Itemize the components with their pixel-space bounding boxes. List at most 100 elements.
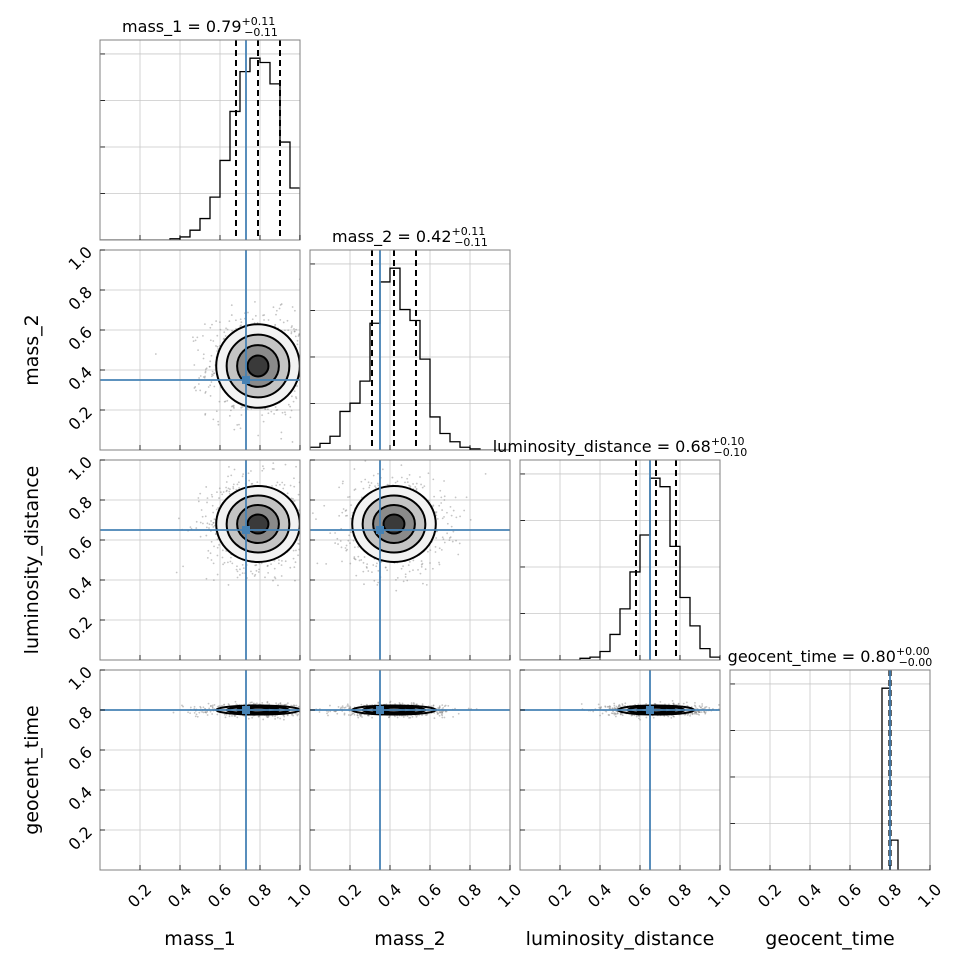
sample-point <box>264 576 266 579</box>
sample-point <box>273 468 275 470</box>
contour-line <box>246 354 270 378</box>
density-panel-mass_1-luminosity_distance <box>100 460 322 660</box>
sample-point <box>402 565 404 568</box>
sample-point <box>287 329 290 332</box>
sample-point <box>421 703 424 706</box>
sample-point <box>294 561 297 564</box>
panel-frame <box>309 249 511 451</box>
sample-point <box>441 704 444 706</box>
sample-point <box>302 388 304 390</box>
sample-point <box>346 703 349 706</box>
sample-point <box>306 492 308 494</box>
sample-point <box>239 427 242 430</box>
sample-point <box>215 345 217 347</box>
sample-point <box>354 558 356 560</box>
sample-point <box>417 569 419 571</box>
sample-point <box>672 703 675 706</box>
sample-point <box>691 712 694 715</box>
sample-point <box>254 300 256 303</box>
sample-point <box>304 709 306 711</box>
sample-point <box>435 710 438 713</box>
sample-point <box>203 323 206 326</box>
sample-point <box>371 716 374 719</box>
sample-point <box>223 703 226 706</box>
sample-point <box>257 715 260 718</box>
sample-point <box>452 530 455 533</box>
sample-point <box>202 357 205 360</box>
sample-point <box>205 526 208 529</box>
sample-point <box>290 326 293 329</box>
sample-point <box>333 369 335 371</box>
sample-point <box>235 319 237 322</box>
sample-point <box>345 509 348 512</box>
sample-point <box>320 517 322 519</box>
sample-point <box>216 350 219 352</box>
density-panel-luminosity_distance-geocent_time <box>520 670 720 870</box>
sample-point <box>434 512 437 514</box>
sample-point <box>240 414 243 416</box>
sample-point <box>344 510 347 512</box>
sample-point <box>277 703 280 706</box>
density-level <box>383 514 405 534</box>
sample-point <box>357 555 360 558</box>
sample-point <box>258 568 260 571</box>
sample-point <box>609 705 612 708</box>
histogram-geocent_time <box>730 687 930 870</box>
sample-point <box>207 549 210 552</box>
sample-point <box>354 488 357 491</box>
sample-point <box>341 706 344 709</box>
sample-point <box>218 321 221 324</box>
sample-point <box>211 523 213 526</box>
sample-point <box>284 463 287 466</box>
sample-point <box>376 583 379 586</box>
sample-point <box>226 489 228 492</box>
sample-point <box>293 704 296 707</box>
sample-point <box>360 713 363 716</box>
sample-point <box>677 702 680 705</box>
sample-point <box>442 707 445 709</box>
sample-point <box>214 533 217 536</box>
sample-point <box>348 707 351 710</box>
sample-point <box>443 705 446 708</box>
sample-point <box>209 395 212 397</box>
sample-point <box>463 509 466 512</box>
sample-point <box>407 564 410 567</box>
sample-point <box>367 570 370 572</box>
sample-point <box>314 358 316 360</box>
sample-point <box>218 543 220 546</box>
sample-point <box>211 373 213 376</box>
sample-point <box>305 387 307 389</box>
sample-point <box>315 707 317 709</box>
sample-point <box>438 705 441 708</box>
sample-point <box>213 385 216 388</box>
sample-point <box>233 715 236 718</box>
sample-point <box>313 378 315 380</box>
sample-point <box>251 716 254 719</box>
sample-point <box>373 579 376 582</box>
sample-point <box>306 316 308 318</box>
sample-point <box>209 710 212 713</box>
sample-point <box>313 349 315 351</box>
sample-point <box>377 569 380 572</box>
sample-point <box>303 360 305 362</box>
sample-point <box>297 493 300 496</box>
sample-point <box>433 495 436 498</box>
sample-point <box>251 572 254 575</box>
sample-point <box>297 542 299 545</box>
sample-point <box>348 495 351 498</box>
sample-point <box>297 713 299 716</box>
sample-point <box>439 489 442 492</box>
sample-point <box>441 711 444 714</box>
sample-point <box>388 716 390 718</box>
sample-point <box>300 393 302 395</box>
sample-point <box>436 713 439 715</box>
sample-point <box>229 488 231 491</box>
sample-point <box>250 570 252 573</box>
sample-point <box>444 710 447 713</box>
sample-point <box>199 521 202 524</box>
sample-point <box>367 714 370 717</box>
sample-point <box>366 567 368 569</box>
sample-point <box>222 491 225 493</box>
sample-point <box>447 704 450 707</box>
sample-point <box>423 485 426 488</box>
